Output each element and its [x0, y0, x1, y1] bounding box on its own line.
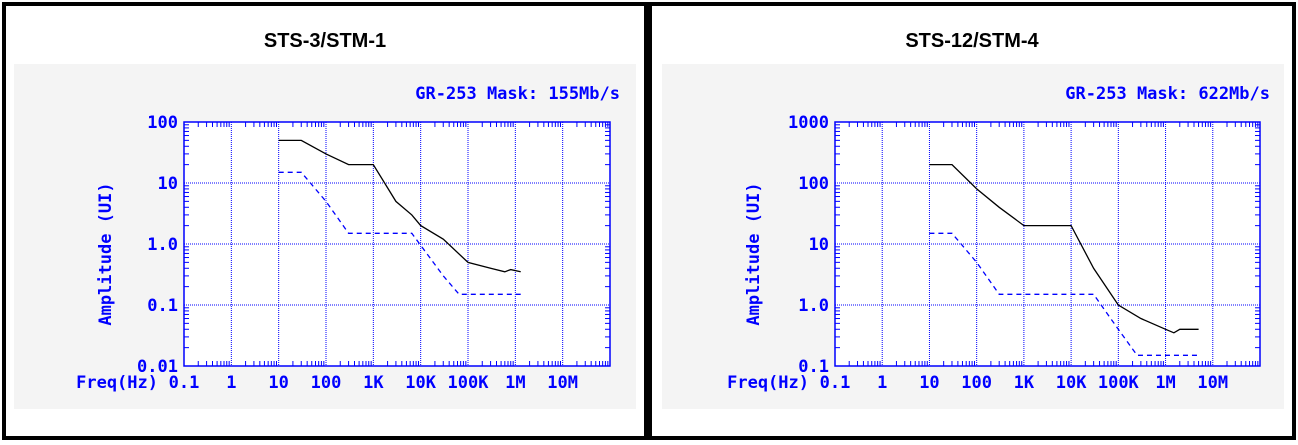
y-tick-label: 0.1 [798, 357, 829, 377]
chart-panel-sts3: STS-3/STM-1 GR-253 Mask: 155Mb/s 0.01 0.1 1… [2, 2, 648, 440]
y-tick-label: 100 [798, 174, 829, 194]
chart-title: STS-12/STM-4 [905, 30, 1039, 52]
y-tick-label: 100 [147, 113, 178, 133]
x-tick-label: 10K [405, 373, 436, 393]
series-line-solid [278, 139, 521, 273]
jitter-tolerance-chart-sts12: GR-253 Mask: 622Mb/s 0.1 1.0 10 100 1000 0.1 1 1… [727, 84, 1270, 393]
x-tick-label: 10M [1197, 373, 1228, 393]
x-tick-label: 100K [1098, 373, 1140, 393]
y-axis-label: Amplitude (UI) [96, 182, 116, 325]
chart-panel-sts12: STS-12/STM-4 GR-253 Mask: 622Mb/s 0.1 1.0 1… [648, 2, 1296, 440]
x-tick-label: 10 [919, 373, 939, 393]
chart-subtitle: GR-253 Mask: 155Mb/s [415, 84, 620, 104]
x-axis-label: Freq(Hz) [727, 373, 809, 393]
x-tick-label: 100K [448, 373, 490, 393]
y-tick-label: 10 [809, 235, 829, 255]
x-tick-label: 1M [1155, 373, 1175, 393]
chart-title: STS-3/STM-1 [263, 30, 387, 52]
y-axis-label: Amplitude (UI) [744, 182, 764, 325]
x-tick-label: 1 [877, 373, 887, 393]
x-tick-label: 100 [311, 373, 342, 393]
x-tick-label: 10 [268, 373, 288, 393]
series-line-solid [929, 163, 1199, 334]
y-tick-label: 1000 [788, 113, 829, 133]
y-tick-label: 10 [158, 174, 178, 194]
y-tick-label: 1.0 [147, 235, 178, 255]
x-tick-label: 10K [1056, 373, 1087, 393]
x-tick-label: 10M [547, 373, 578, 393]
series-line-dashed [278, 171, 521, 295]
x-tick-label: 1K [363, 373, 384, 393]
x-tick-label: 0.1 [169, 373, 200, 393]
plot-area: GR-253 Mask: 622Mb/s 0.1 1.0 10 100 1000 0.1 1 1… [662, 64, 1284, 409]
y-tick-label: 0.01 [137, 357, 178, 377]
x-tick-label: 100 [961, 373, 992, 393]
x-tick-label: 1M [505, 373, 525, 393]
x-tick-label: 1 [226, 373, 236, 393]
x-axis-label: Freq(Hz) [76, 373, 158, 393]
x-tick-label: 0.1 [820, 373, 851, 393]
y-tick-label: 1.0 [798, 296, 829, 316]
plot-area: GR-253 Mask: 155Mb/s 0.01 0.1 1.0 10 100 0.1 1 1… [14, 64, 636, 409]
x-tick-label: 1K [1014, 373, 1035, 393]
series-line-dashed [929, 232, 1199, 356]
chart-subtitle: GR-253 Mask: 622Mb/s [1065, 84, 1270, 104]
y-tick-label: 0.1 [147, 296, 178, 316]
